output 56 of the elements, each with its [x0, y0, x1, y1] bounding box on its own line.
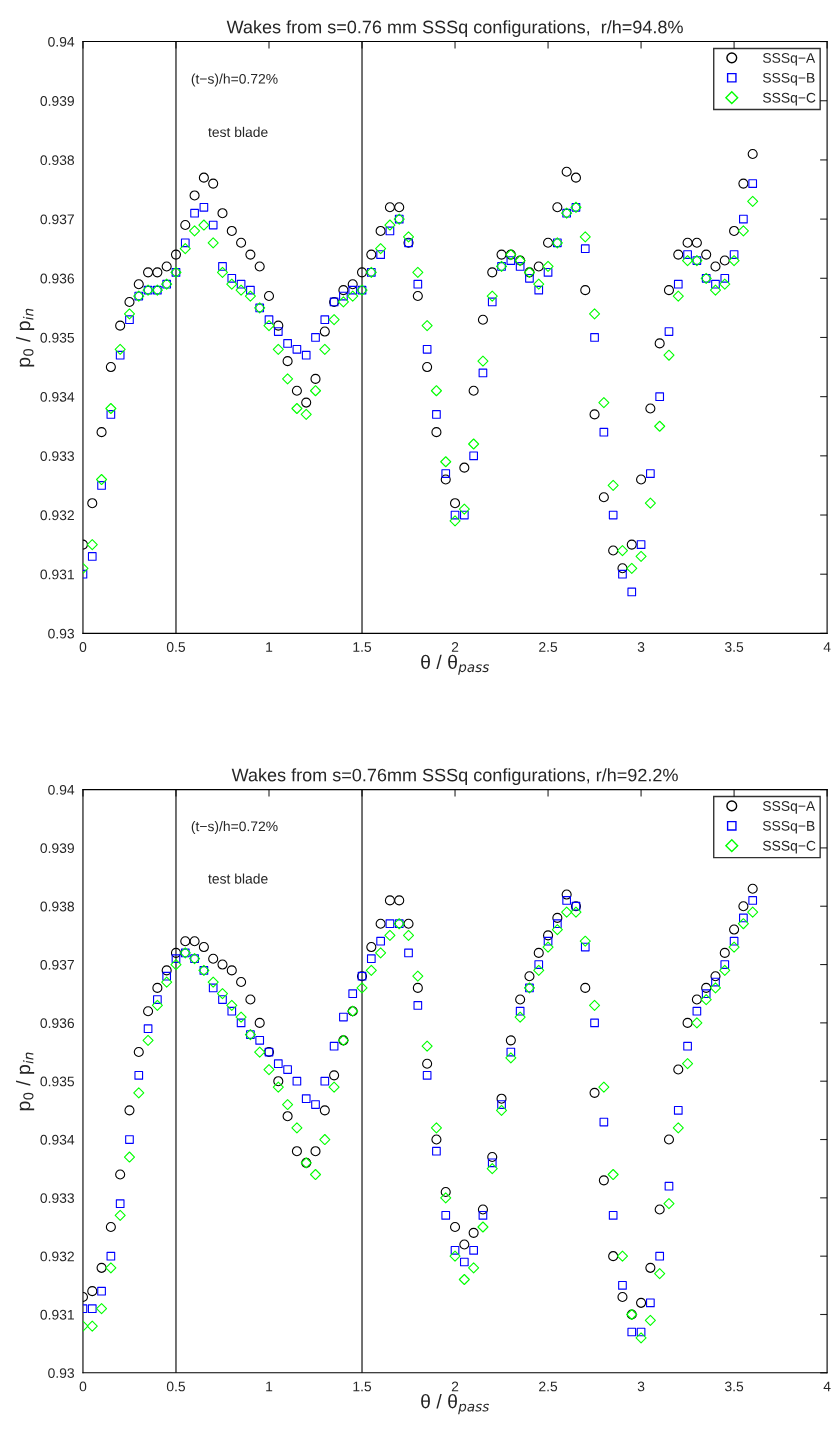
x-tick-label: 4 — [823, 1381, 831, 1392]
x-tick-label: 3.5 — [724, 1381, 744, 1392]
x-tick-label: 3 — [637, 1381, 645, 1392]
x-tick-label: 2 — [451, 642, 459, 652]
x-tick-label: 0 — [79, 1381, 87, 1392]
y-tick-label: 0.933 — [40, 451, 75, 462]
y-tick-label: 0.937 — [40, 214, 74, 225]
x-tick-label: 1.5 — [353, 642, 372, 652]
legend-label: SSSq−C — [762, 92, 816, 106]
legend-label: SSSq−C — [762, 840, 816, 854]
y-tick-label: 0.932 — [40, 510, 74, 521]
y-tick-label: 0.935 — [40, 332, 75, 343]
y-tick-label: 0.934 — [40, 391, 75, 402]
y-tick-label: 0.938 — [40, 901, 75, 912]
chart-title: Wakes from s=0.76mm SSSq configurations, r/h=92.2% — [231, 768, 678, 785]
annotation: test blade — [208, 873, 268, 884]
chart-title: Wakes from s=0.76 mm SSSq configurations, r/h=94.8% — [226, 20, 683, 37]
legend-label: SSSq−A — [762, 53, 816, 66]
annotation: test blade — [208, 126, 268, 138]
x-tick-label: 0.5 — [166, 642, 186, 652]
y-tick-label: 0.94 — [48, 36, 75, 47]
x-tick-label: 0.5 — [166, 1381, 186, 1392]
y-tick-label: 0.935 — [40, 1076, 75, 1087]
x-axis-title: θ / θ$_{pass}$ — [421, 1394, 490, 1415]
x-tick-label: 4 — [823, 642, 831, 652]
legend-label: SSSq−A — [762, 801, 816, 814]
y-tick-label: 0.931 — [40, 569, 74, 580]
x-tick-label: 3 — [637, 642, 645, 652]
y-tick-label: 0.939 — [40, 843, 74, 854]
legend-label: SSSq−B — [762, 820, 815, 834]
x-tick-label: 1 — [266, 642, 273, 652]
x-axis-title: θ / θ$_{pass}$ — [421, 654, 490, 675]
x-tick-label: 0 — [79, 642, 87, 652]
x-tick-label: 2.5 — [539, 1381, 558, 1392]
y-tick-label: 0.933 — [40, 1193, 75, 1204]
y-tick-label: 0.93 — [48, 1368, 75, 1378]
y-axis-title: p$_{0}$ / p$_{in}$ — [16, 1052, 35, 1111]
x-tick-label: 1.5 — [353, 1381, 372, 1392]
y-tick-label: 0.931 — [40, 1309, 74, 1320]
legend-label: SSSq−B — [762, 72, 815, 86]
y-tick-label: 0.932 — [40, 1251, 74, 1262]
y-tick-label: 0.937 — [40, 959, 74, 970]
x-tick-label: 1 — [266, 1381, 273, 1392]
annotation: (t−s)/h=0.72% — [191, 73, 278, 87]
x-tick-label: 2 — [451, 1381, 459, 1392]
y-tick-label: 0.936 — [40, 273, 75, 284]
y-tick-label: 0.934 — [40, 1134, 75, 1145]
y-tick-label: 0.93 — [48, 628, 75, 639]
y-axis-title: p$_{0}$ / p$_{in}$ — [16, 308, 35, 367]
annotation: (t−s)/h=0.72% — [191, 821, 278, 834]
y-tick-label: 0.936 — [40, 1018, 75, 1029]
x-tick-label: 2.5 — [539, 642, 558, 652]
y-tick-label: 0.939 — [40, 96, 74, 106]
y-tick-label: 0.94 — [48, 784, 75, 795]
y-tick-label: 0.938 — [40, 155, 75, 166]
x-tick-label: 3.5 — [724, 642, 744, 652]
